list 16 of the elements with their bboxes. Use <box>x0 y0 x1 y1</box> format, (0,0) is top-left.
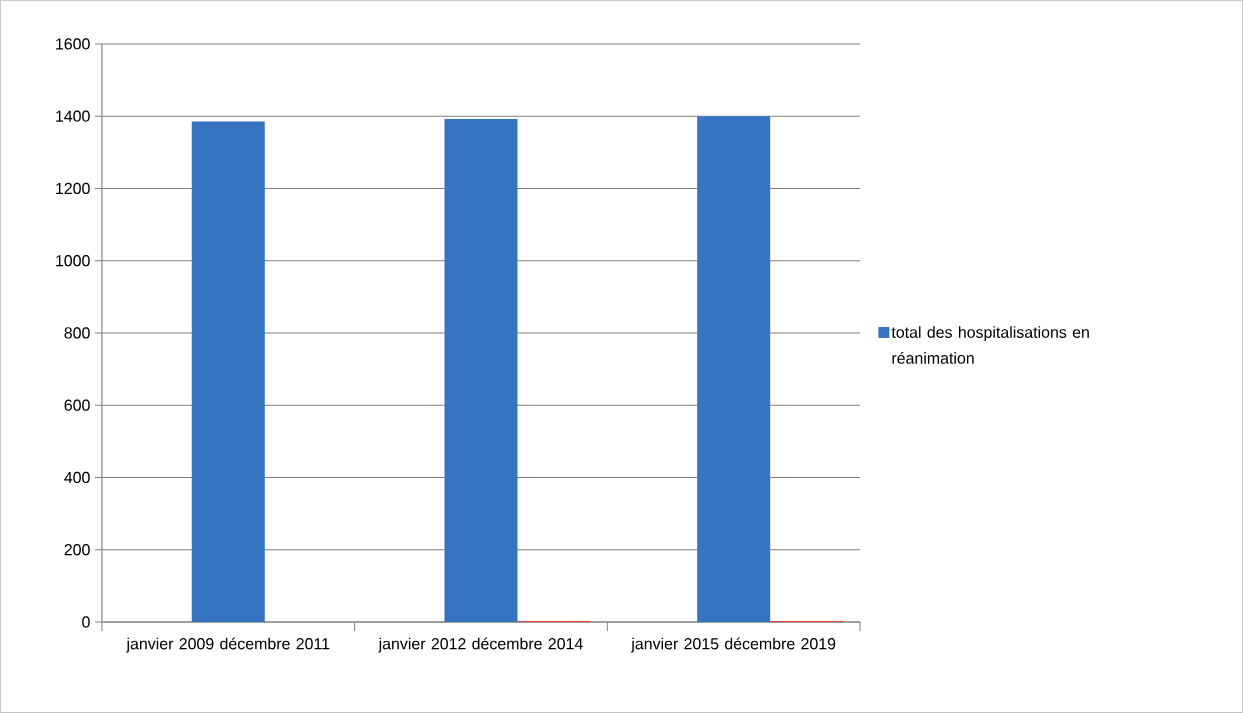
y-tick-label: 200 <box>64 544 90 556</box>
y-tick-label: 0 <box>82 616 90 628</box>
bar <box>697 116 771 623</box>
y-tick-label: 400 <box>64 471 90 484</box>
y-tick-label: 1200 <box>56 182 90 195</box>
y-tick-label: 800 <box>64 327 90 339</box>
y-tick-label: 1400 <box>56 110 90 122</box>
y-tick-label: 1000 <box>56 255 90 267</box>
bar <box>191 121 265 623</box>
y-tick-label: 600 <box>64 399 90 411</box>
y-tick-label: 1600 <box>56 38 90 50</box>
bar <box>444 119 518 623</box>
x-tick-label: janvier 2012 décembre 2014 <box>378 637 583 653</box>
x-tick-label: janvier 2009 décembre 2011 <box>126 637 330 653</box>
legend-label: total des hospitalisations en réanimation <box>891 326 1089 364</box>
x-tick-label: janvier 2015 décembre 2019 <box>630 637 836 653</box>
